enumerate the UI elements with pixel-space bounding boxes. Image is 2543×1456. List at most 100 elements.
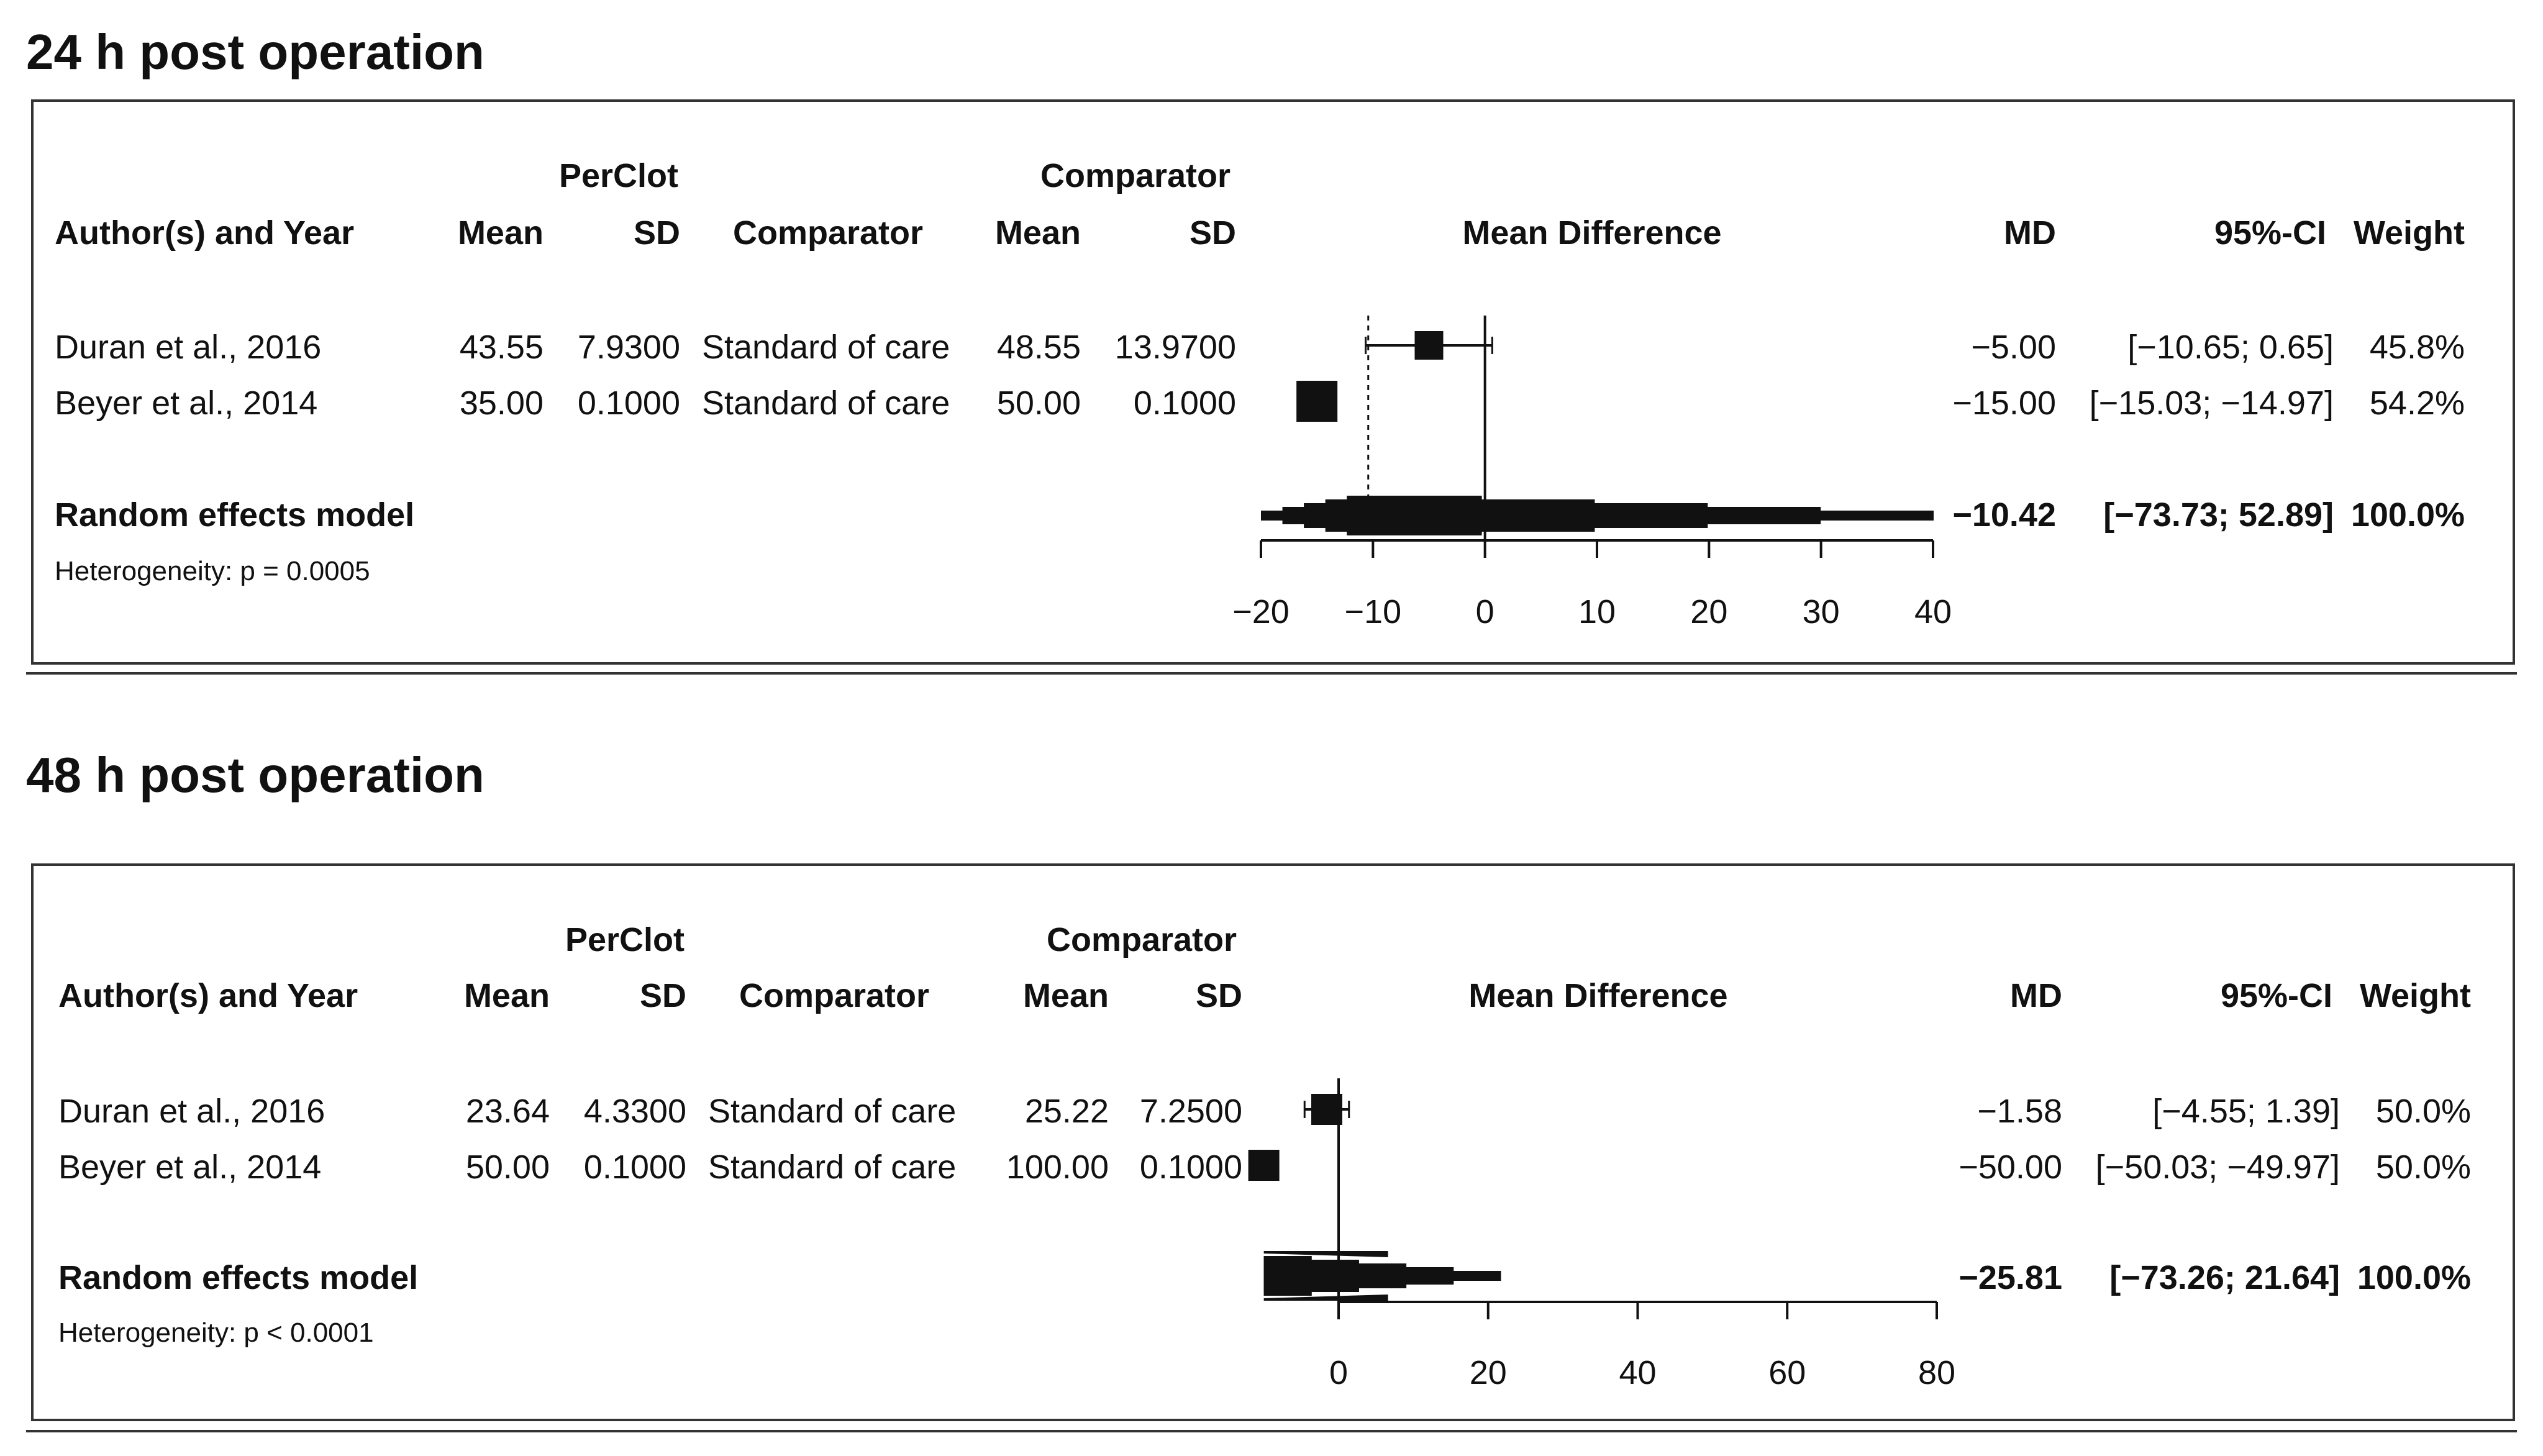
pooled-effect-bar (1594, 503, 1708, 528)
column-header-author: Author(s) and Year (55, 214, 355, 252)
study-ci: [−4.55; 1.39] (2152, 1093, 2340, 1130)
study-mean-perclot: 43.55 (459, 329, 544, 366)
group-header-comparator: Comparator (1040, 157, 1231, 194)
pooled-effect-bar (1311, 1260, 1359, 1292)
study-mean-comparator: 25.22 (1024, 1093, 1109, 1130)
x-tick-label: −20 (1232, 593, 1290, 630)
group-header-perclot: PerClot (565, 921, 685, 958)
study-marker (1311, 1094, 1342, 1125)
model-weight: 100.0% (2357, 1259, 2471, 1296)
study-mean-comparator: 48.55 (996, 329, 1081, 366)
column-header-md: MD (2004, 214, 2056, 252)
pooled-effect-bar (1304, 503, 1326, 528)
study-marker (1414, 331, 1444, 360)
pooled-effect-bar (1325, 499, 1348, 532)
column-header-ci: 95%-CI (2214, 214, 2326, 252)
pooled-effect-bar (1406, 1267, 1454, 1285)
study-ci: [−10.65; 0.65] (2127, 329, 2334, 366)
column-header-md: MD (2010, 977, 2062, 1014)
study-author: Beyer et al., 2014 (58, 1149, 322, 1186)
study-sd-perclot: 7.9300 (577, 329, 680, 366)
column-header-weight: Weight (2354, 214, 2465, 252)
pooled-effect-bar (1347, 496, 1369, 535)
pooled-clipped-edge (1263, 1251, 1388, 1257)
divider (26, 672, 2517, 675)
study-marker (1296, 381, 1338, 422)
x-tick-label: 60 (1768, 1354, 1806, 1391)
column-header-mean-perclot: Mean (463, 977, 550, 1014)
study-md: −5.00 (1971, 329, 2056, 366)
study-sd-comparator: 0.1000 (1133, 384, 1236, 422)
column-header-sd-perclot: SD (639, 977, 686, 1014)
study-ci: [−50.03; −49.97] (2095, 1149, 2340, 1186)
column-header-sd-perclot: SD (633, 214, 680, 252)
study-sd-perclot: 0.1000 (577, 384, 680, 422)
column-header-mean-comparator: Mean (994, 214, 1081, 252)
pooled-effect-bar (1261, 511, 1283, 521)
heterogeneity-note: Heterogeneity: p = 0.0005 (55, 556, 370, 586)
study-weight: 50.0% (2375, 1149, 2471, 1186)
group-header-perclot: PerClot (558, 157, 679, 194)
forest-plot-panel (31, 863, 2515, 1421)
study-ci: [−15.03; −14.97] (2089, 384, 2334, 422)
x-tick-label: 30 (1803, 593, 1840, 630)
study-weight: 45.8% (2369, 329, 2465, 366)
panel-title: 48 h post operation (26, 747, 484, 803)
column-header-mean-difference: Mean Difference (1468, 977, 1728, 1014)
study-marker (1248, 1150, 1280, 1181)
model-md: −10.42 (1952, 496, 2056, 534)
group-header-comparator: Comparator (1046, 921, 1237, 958)
column-header-sd-comparator: SD (1189, 214, 1236, 252)
pooled-effect-bar (1481, 499, 1595, 532)
x-tick-label: 10 (1578, 593, 1616, 630)
study-author: Beyer et al., 2014 (55, 384, 318, 422)
study-mean-comparator: 100.00 (1006, 1149, 1109, 1186)
pooled-effect-bar (1707, 507, 1821, 524)
study-comparator: Standard of care (708, 1149, 957, 1186)
study-sd-comparator: 7.2500 (1139, 1093, 1242, 1130)
x-tick-label: 40 (1914, 593, 1952, 630)
forest-plot-48h: 0 20 40 60 80 (1248, 1078, 1955, 1391)
study-md: −15.00 (1952, 384, 2056, 422)
study-comparator: Standard of care (702, 329, 950, 366)
divider (26, 1430, 2517, 1432)
x-tick-label: 0 (1329, 1354, 1348, 1391)
x-tick-label: 40 (1619, 1354, 1656, 1391)
x-tick-label: −10 (1345, 593, 1402, 630)
panel-title: 24 h post operation (26, 24, 484, 80)
pooled-effect-bar (1820, 511, 1934, 521)
pooled-clipped-edge (1263, 1294, 1388, 1301)
model-ci: [−73.73; 52.89] (2103, 496, 2334, 534)
pooled-effect-bar (1282, 507, 1305, 524)
model-label: Random effects model (58, 1259, 419, 1296)
model-ci: [−73.26; 21.64] (2109, 1259, 2340, 1296)
study-sd-perclot: 4.3300 (583, 1093, 686, 1130)
study-mean-perclot: 23.64 (465, 1093, 550, 1130)
study-md: −1.58 (1977, 1093, 2062, 1130)
column-header-author: Author(s) and Year (58, 977, 358, 1014)
study-mean-comparator: 50.00 (996, 384, 1081, 422)
study-weight: 50.0% (2375, 1093, 2471, 1130)
column-header-sd-comparator: SD (1195, 977, 1242, 1014)
pooled-effect-bar (1453, 1271, 1501, 1281)
x-tick-label: 80 (1918, 1354, 1955, 1391)
study-sd-perclot: 0.1000 (583, 1149, 686, 1186)
study-author: Duran et al., 2016 (58, 1093, 325, 1130)
column-header-ci: 95%-CI (2220, 977, 2332, 1014)
study-sd-comparator: 13.9700 (1114, 329, 1236, 366)
model-label: Random effects model (55, 496, 415, 534)
column-header-weight: Weight (2360, 977, 2471, 1014)
study-mean-perclot: 50.00 (465, 1149, 550, 1186)
x-tick-label: 20 (1690, 593, 1727, 630)
pooled-effect-bar (1263, 1256, 1312, 1296)
x-tick-label: 20 (1470, 1354, 1507, 1391)
study-md: −50.00 (1958, 1149, 2062, 1186)
x-tick-label: 0 (1476, 593, 1494, 630)
forest-plot-24h: −20 −10 0 10 20 30 40 (1232, 316, 1952, 630)
pooled-effect-bar (1263, 1256, 1265, 1296)
heterogeneity-note: Heterogeneity: p < 0.0001 (58, 1317, 374, 1348)
pooled-effect-bar (1358, 1263, 1407, 1288)
model-weight: 100.0% (2350, 496, 2465, 534)
column-header-comparator: Comparator (739, 977, 930, 1014)
